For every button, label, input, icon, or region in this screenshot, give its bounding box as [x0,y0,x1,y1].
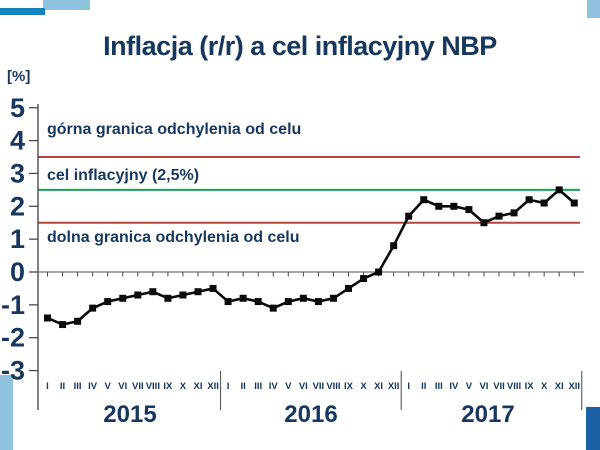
month-label: XI [555,381,564,392]
slide-accent-bottom-right [586,407,600,450]
data-point-marker [44,314,51,322]
month-label: VI [118,381,127,392]
month-label: II [60,381,65,392]
month-label: VIII [507,381,521,392]
data-point-marker [299,294,307,302]
data-point-marker [450,202,458,210]
month-label: X [180,381,187,392]
target-annotation: cel inflacyjny (2,5%) [47,167,200,184]
month-label: XII [207,381,219,392]
y-axis-tick-label: 1 [10,224,25,254]
x-axis-year-label-2016: 2016 [284,401,338,428]
data-point-marker [314,298,322,306]
month-label: IX [525,381,535,392]
data-point-marker [540,199,548,207]
y-axis-tick-label: 4 [10,126,25,156]
month-label: IX [163,381,173,392]
data-point-marker [360,275,368,283]
y-axis-tick-label: -3 [1,356,25,386]
month-label: I [227,381,230,392]
month-label: II [421,381,426,392]
data-point-marker [405,212,413,220]
data-point-marker [284,298,292,306]
data-point-marker [149,288,157,296]
month-label: XII [388,381,400,392]
month-label: III [254,381,262,392]
month-label: VII [493,381,505,392]
chart-title: Inflacja (r/r) a cel inflacyjny NBP [103,31,497,61]
data-point-marker [134,291,142,299]
month-label: IV [88,381,98,392]
month-label: IX [344,381,354,392]
month-label: III [435,381,443,392]
data-point-marker [345,284,352,292]
data-point-marker [59,321,67,329]
month-label: IV [449,381,459,392]
month-label: XI [194,381,203,392]
upper-band-annotation: górna granica odchylenia od celu [47,121,302,138]
data-point-marker [555,186,563,194]
slide-accent-top-left-light [43,0,90,10]
x-axis-year-label-2015: 2015 [103,401,157,428]
month-label: II [241,381,246,392]
data-point-marker [375,268,383,276]
data-point-marker [209,284,217,292]
month-label: VI [479,381,488,392]
data-point-marker [510,209,518,217]
month-label: IV [269,381,279,392]
month-label: VII [132,381,144,392]
month-label: X [541,381,548,392]
y-axis-tick-label: 3 [10,158,25,188]
data-point-marker [194,288,202,296]
data-point-marker [435,202,443,210]
month-label: VII [313,381,325,392]
month-label: XI [374,381,383,392]
y-axis-tick-label: 0 [10,257,25,287]
slide-accent-top-right [587,0,600,18]
month-label: I [46,381,49,392]
data-point-marker [420,196,428,204]
month-label: I [407,381,410,392]
data-point-marker [390,242,398,250]
month-label: V [466,381,473,392]
data-point-marker [570,199,578,207]
data-point-marker [480,219,488,227]
data-point-marker [465,206,473,214]
data-point-marker [179,291,187,299]
month-label: XII [568,381,580,392]
data-point-marker [119,294,127,302]
data-point-marker [269,304,277,312]
slide-accent-bottom-left [0,375,13,450]
y-axis-tick-label: 5 [10,93,25,123]
data-point-marker [224,298,232,306]
slide-accent-top-left-bar [0,8,45,15]
month-label: III [74,381,82,392]
lower-band-annotation: dolna granica odchylenia od celu [47,229,300,246]
data-point-marker [89,304,97,312]
data-point-marker [104,298,112,306]
y-axis-tick-label: -1 [1,290,25,320]
data-point-marker [495,212,503,220]
month-label: VIII [146,381,160,392]
y-axis-tick-label: 2 [10,191,25,221]
data-point-marker [329,294,337,302]
data-point-marker [525,196,533,204]
month-label: V [285,381,292,392]
y-axis-unit-label: [%] [7,68,31,85]
month-label: VIII [326,381,340,392]
y-axis-tick-label: -2 [1,323,25,353]
month-label: V [105,381,112,392]
month-label: X [360,381,367,392]
inflation-series-line [46,188,576,326]
data-point-marker [239,294,247,302]
data-point-marker [254,298,262,306]
x-axis-year-label-2017: 2017 [461,401,515,428]
data-point-marker [74,317,82,325]
data-point-marker [164,294,172,302]
month-label: VI [299,381,308,392]
